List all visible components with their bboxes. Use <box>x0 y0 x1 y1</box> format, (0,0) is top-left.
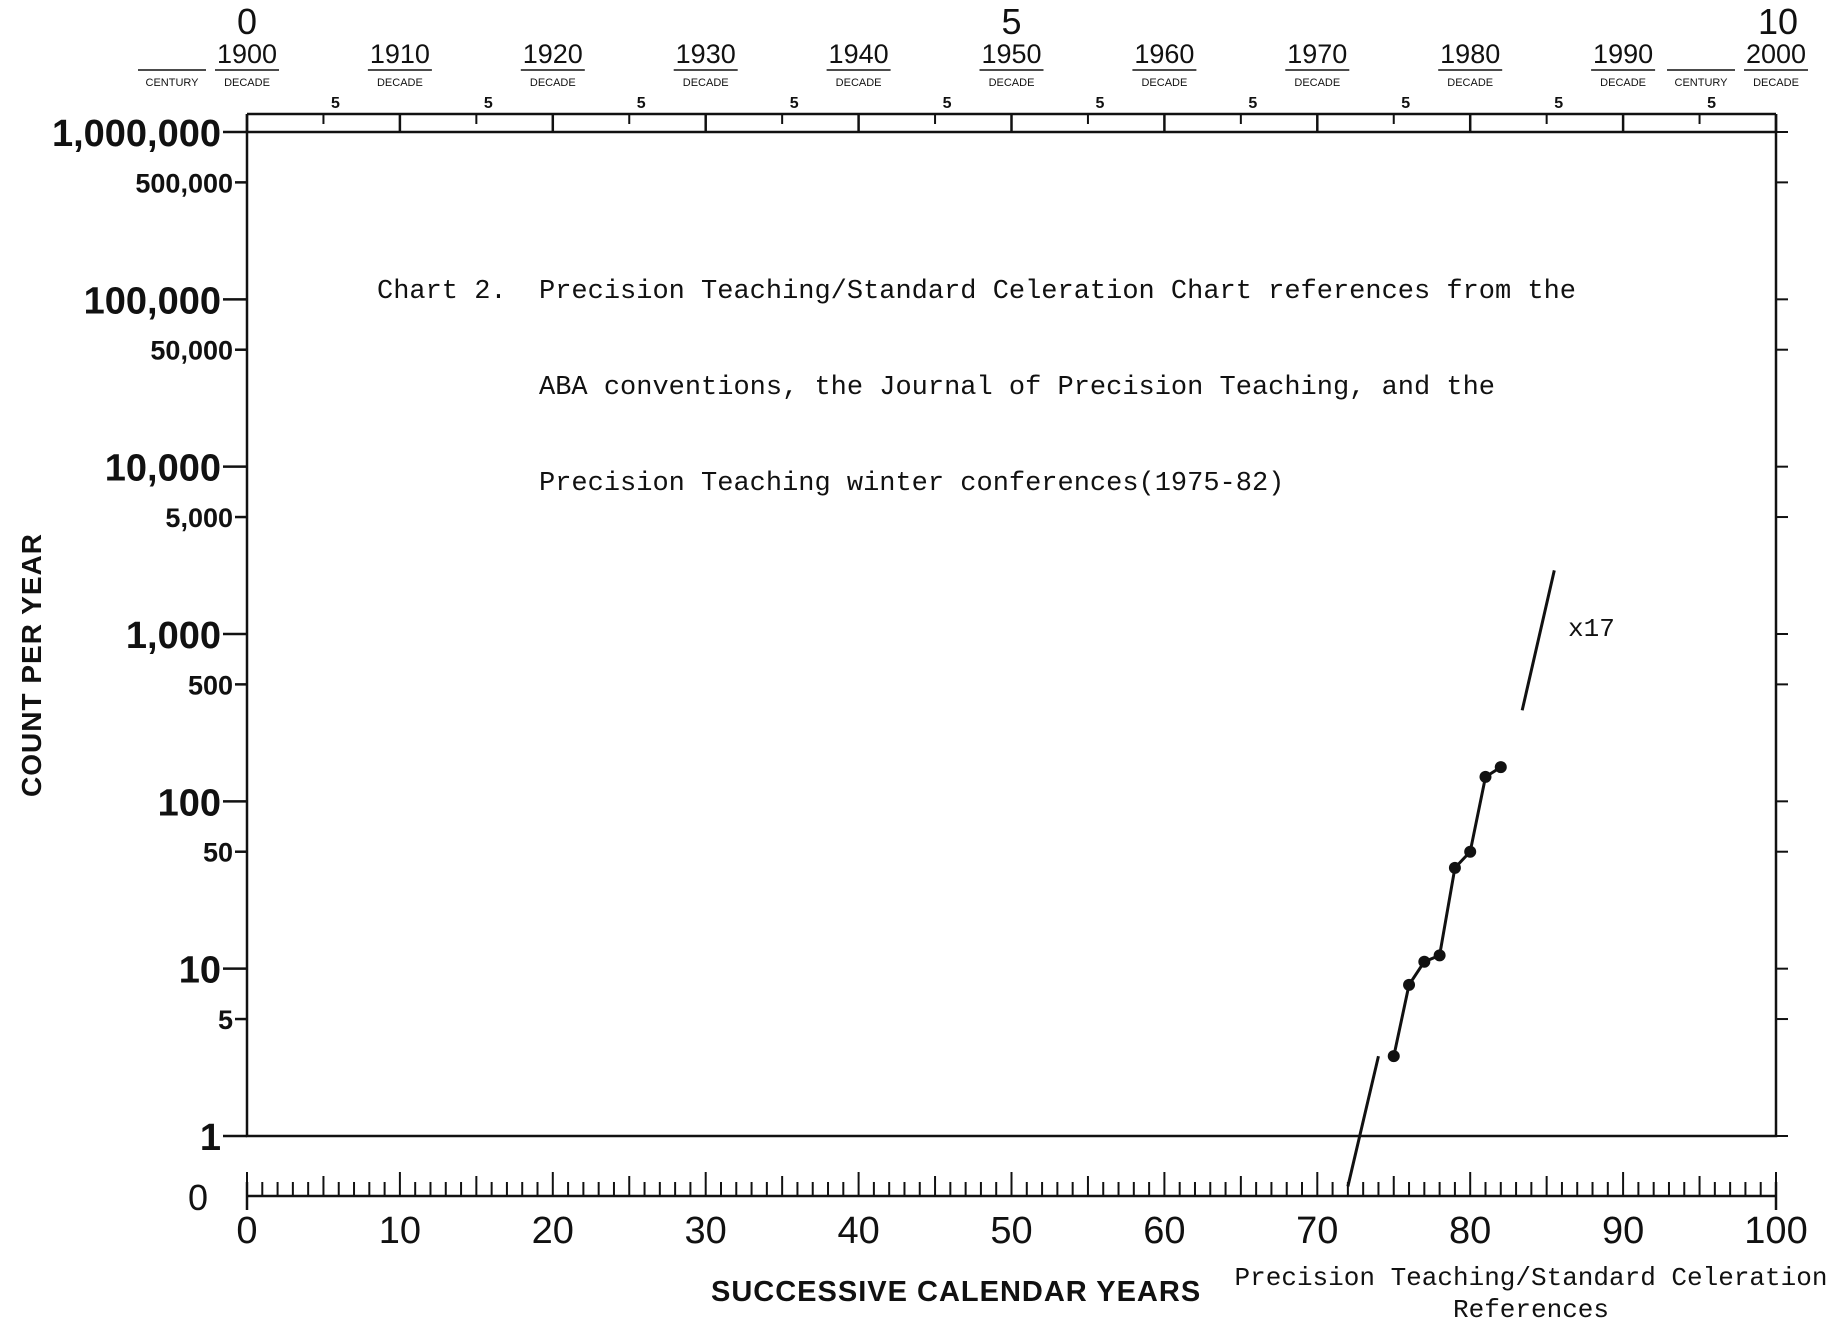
top-decade-word: DECADE <box>377 77 423 89</box>
top-century-mark: 5 <box>1001 1 1021 42</box>
top-decade-year: 1940 <box>829 39 889 69</box>
top-decade-word: DECADE <box>1753 77 1799 89</box>
zero-label: 0 <box>188 1177 208 1218</box>
x-tick-label: 50 <box>990 1210 1032 1252</box>
top-decade-year: 1970 <box>1287 39 1347 69</box>
top-half-decade-label: 5 <box>790 95 799 112</box>
caption-line-2: References <box>1452 1295 1610 1325</box>
chart-title-line-1: Chart 2. Precision Teaching/Standard Cel… <box>377 277 1576 307</box>
chart-caption: Precision Teaching/Standard Celeration R… <box>1233 1262 1829 1326</box>
data-point <box>1403 978 1416 991</box>
top-half-decade-label: 5 <box>1401 95 1410 112</box>
top-decade-word: DECADE <box>530 77 576 89</box>
top-decade-year: 1990 <box>1593 39 1653 69</box>
y-tick-label: 1 <box>200 1117 221 1159</box>
top-half-decade-label: 5 <box>1707 95 1716 112</box>
top-half-decade-label: 5 <box>1248 95 1257 112</box>
data-point <box>1387 1050 1400 1063</box>
top-century-mark: 10 <box>1758 1 1798 42</box>
top-half-decade-label: 5 <box>331 95 340 112</box>
y-tick-label: 10,000 <box>105 448 221 490</box>
x-tick-label: 60 <box>1143 1210 1185 1252</box>
top-decade-word: DECADE <box>1600 77 1646 89</box>
top-decade-word: DECADE <box>683 77 729 89</box>
top-half-decade-label: 5 <box>943 95 952 112</box>
top-century-word: CENTURY <box>146 77 200 89</box>
top-decade-year: 1980 <box>1440 39 1500 69</box>
y-axis-label: COUNT PER YEAR <box>16 533 47 797</box>
x-tick-label: 90 <box>1602 1210 1644 1252</box>
top-decade-word: DECADE <box>224 77 270 89</box>
x-axis-label: SUCCESSIVE CALENDAR YEARS <box>711 1276 1202 1308</box>
x-tick-label: 10 <box>379 1210 421 1252</box>
top-decade-word: DECADE <box>1447 77 1493 89</box>
top-decade-year: 2000 <box>1746 39 1806 69</box>
data-point <box>1464 845 1477 858</box>
x-tick-label: 30 <box>685 1210 727 1252</box>
y-tick-label: 100 <box>158 782 221 824</box>
y-tick-label: 5,000 <box>165 503 233 533</box>
chart-title-line-2: ABA conventions, the Journal of Precisio… <box>377 373 1495 403</box>
y-tick-label: 10 <box>179 950 221 992</box>
data-point <box>1479 770 1492 783</box>
top-decade-year: 1910 <box>370 39 430 69</box>
top-decade-year: 1900 <box>217 39 277 69</box>
data-point <box>1448 861 1461 874</box>
top-decade-word: DECADE <box>1141 77 1187 89</box>
series-line <box>1392 765 1502 1057</box>
top-decade-year: 1930 <box>676 39 736 69</box>
y-tick-label: 500 <box>188 670 233 700</box>
top-decade-year: 1920 <box>523 39 583 69</box>
top-decade-word: DECADE <box>836 77 882 89</box>
top-decade-year: 1950 <box>981 39 1041 69</box>
x-tick-label: 40 <box>837 1210 879 1252</box>
x-tick-label: 20 <box>532 1210 574 1252</box>
celeration-line <box>1520 570 1556 711</box>
celeration-annotation: x17 <box>1568 614 1615 644</box>
y-tick-label: 1,000,000 <box>52 113 221 155</box>
data-point <box>1418 955 1431 968</box>
y-tick-label: 5 <box>218 1005 233 1035</box>
y-tick-label: 50 <box>203 838 233 868</box>
x-tick-label: 80 <box>1449 1210 1491 1252</box>
x-tick-label: 70 <box>1296 1210 1338 1252</box>
data-point <box>1494 761 1507 774</box>
caption-line-1: Precision Teaching/Standard Celeration <box>1234 1263 1828 1293</box>
top-half-decade-label: 5 <box>637 95 646 112</box>
y-tick-label: 100,000 <box>84 280 221 322</box>
y-tick-label: 1,000 <box>126 615 221 657</box>
top-half-decade-label: 5 <box>484 95 493 112</box>
celeration-line <box>1346 1055 1380 1187</box>
top-half-decade-label: 5 <box>1554 95 1563 112</box>
top-century-mark: 0 <box>237 1 257 42</box>
data-point <box>1433 949 1446 962</box>
y-tick-label: 500,000 <box>135 168 233 198</box>
chart-title: Chart 2. Precision Teaching/Standard Cel… <box>377 212 1576 532</box>
x-tick-label: 100 <box>1744 1210 1807 1252</box>
top-decade-year: 1960 <box>1134 39 1194 69</box>
top-century-word: CENTURY <box>1675 77 1729 89</box>
x-tick-label: 0 <box>236 1210 257 1252</box>
top-decade-word: DECADE <box>1294 77 1340 89</box>
chart-title-line-3: Precision Teaching winter conferences(19… <box>377 469 1285 499</box>
top-decade-word: DECADE <box>989 77 1035 89</box>
y-tick-label: 50,000 <box>150 336 233 366</box>
top-half-decade-label: 5 <box>1095 95 1104 112</box>
